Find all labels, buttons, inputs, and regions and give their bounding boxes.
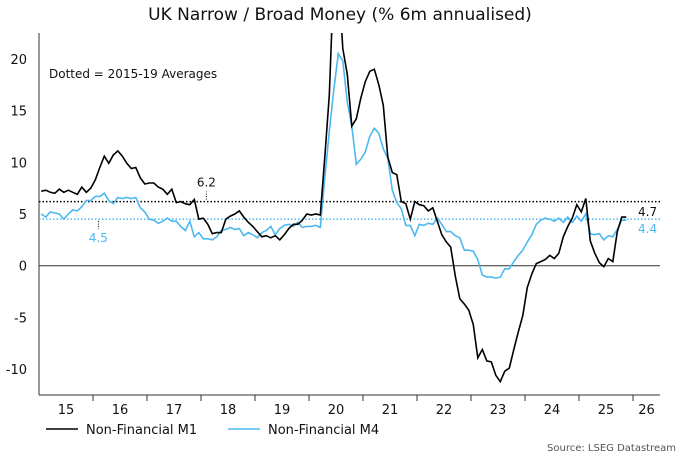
end-label-m1: 4.7	[638, 205, 657, 219]
legend-label-m4: Non-Financial M4	[268, 423, 379, 438]
average-label-m4: 4.5	[89, 231, 108, 245]
x-tick-label: 16	[112, 403, 129, 418]
x-tick-label: 22	[436, 403, 453, 418]
y-tick-label: 15	[10, 105, 27, 120]
x-tick-label: 23	[490, 403, 507, 418]
x-tick-label: 20	[328, 403, 345, 418]
series-line-m4	[40, 51, 627, 279]
x-tick-label: 21	[382, 403, 399, 418]
series-line-m1	[41, 33, 627, 384]
y-tick-label: 0	[19, 260, 27, 275]
x-tick-label: 17	[166, 403, 183, 418]
end-label-m4: 4.4	[638, 222, 657, 236]
x-tick-label: 26	[638, 403, 655, 418]
chart-title: UK Narrow / Broad Money (% 6m annualised…	[148, 5, 532, 25]
average-label-m1: 6.2	[197, 176, 216, 190]
y-tick-label: 20	[10, 53, 27, 68]
x-tick-label: 24	[544, 403, 561, 418]
y-tick-label: -5	[14, 311, 27, 326]
legend: Non-Financial M1 Non-Financial M4	[46, 423, 379, 438]
x-tick-label: 25	[598, 403, 615, 418]
legend-label-m1: Non-Financial M1	[86, 423, 197, 438]
y-tick-label: 10	[10, 156, 27, 171]
x-tick-label: 18	[220, 403, 237, 418]
y-tick-label: -10	[6, 363, 27, 378]
annotation-text: Dotted = 2015-19 Averages	[49, 67, 217, 81]
x-tick-label: 19	[274, 403, 291, 418]
y-tick-label: 5	[19, 208, 27, 223]
x-tick-label: 15	[58, 403, 75, 418]
source-text: Source: LSEG Datastream	[547, 443, 676, 454]
